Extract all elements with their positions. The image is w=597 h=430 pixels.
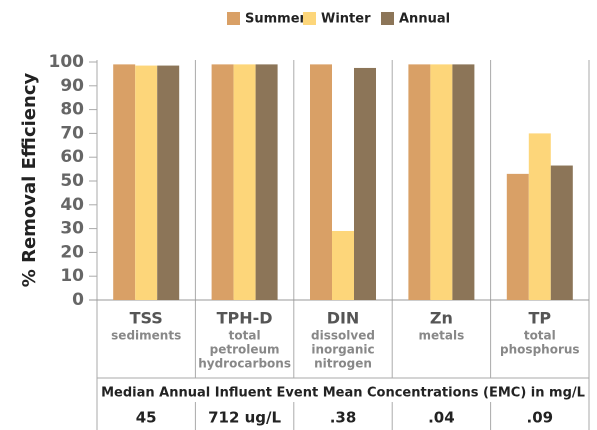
legend-label: Winter: [321, 12, 371, 27]
y-axis-label: % Removal Efficiency: [19, 73, 40, 288]
category-description: dissolved: [311, 329, 375, 343]
category-description: sediments: [111, 329, 181, 343]
y-tick-label: 60: [60, 147, 84, 167]
legend-label: Summer: [245, 12, 307, 27]
x-tick-label: TP: [528, 309, 551, 328]
bar: [332, 230, 354, 300]
y-tick-label: 90: [60, 76, 84, 96]
category-description: total: [229, 329, 261, 343]
bar: [452, 64, 475, 300]
bar: [528, 133, 551, 300]
bar: [550, 165, 573, 300]
y-tick-label: 70: [60, 123, 84, 143]
category-description: hydrocarbons: [198, 357, 291, 371]
y-tick-label: 40: [60, 195, 84, 215]
legend-swatch: [381, 12, 394, 25]
bar: [408, 64, 431, 300]
bar: [354, 67, 376, 300]
table-value: .04: [428, 409, 455, 427]
y-tick-label: 10: [60, 266, 84, 286]
x-tick-label: TPH-D: [217, 309, 273, 328]
y-tick-label: 100: [49, 52, 85, 72]
bar: [135, 65, 158, 300]
table-value: 45: [136, 409, 157, 427]
bar: [430, 64, 453, 300]
bar: [211, 64, 234, 300]
x-tick-label: Zn: [430, 309, 453, 328]
table-title: Median Annual Influent Event Mean Concen…: [101, 386, 585, 401]
legend-swatch: [227, 12, 240, 25]
y-tick-label: 30: [60, 219, 84, 239]
x-tick-label: TSS: [130, 309, 163, 328]
bar: [113, 64, 136, 300]
category-description: inorganic: [311, 343, 374, 357]
bar: [255, 64, 278, 300]
category-description: total: [524, 329, 556, 343]
bar: [233, 64, 256, 300]
category-description: metals: [419, 329, 465, 343]
category-description: phosphorus: [500, 343, 580, 357]
table-value: .38: [330, 409, 357, 427]
y-tick-label: 20: [60, 242, 84, 262]
bar: [506, 173, 529, 300]
bar: [310, 64, 332, 300]
legend-label: Annual: [399, 12, 450, 27]
x-tick-label: DIN: [327, 309, 360, 328]
y-tick-label: 80: [60, 100, 84, 120]
category-description: petroleum: [210, 343, 280, 357]
bar: [157, 65, 180, 300]
table-value: 712 ug/L: [208, 409, 281, 427]
category-description: nitrogen: [314, 357, 372, 371]
y-tick-label: 0: [72, 290, 84, 310]
legend-swatch: [303, 12, 316, 25]
y-tick-label: 50: [60, 171, 84, 191]
table-value: .09: [527, 409, 554, 427]
